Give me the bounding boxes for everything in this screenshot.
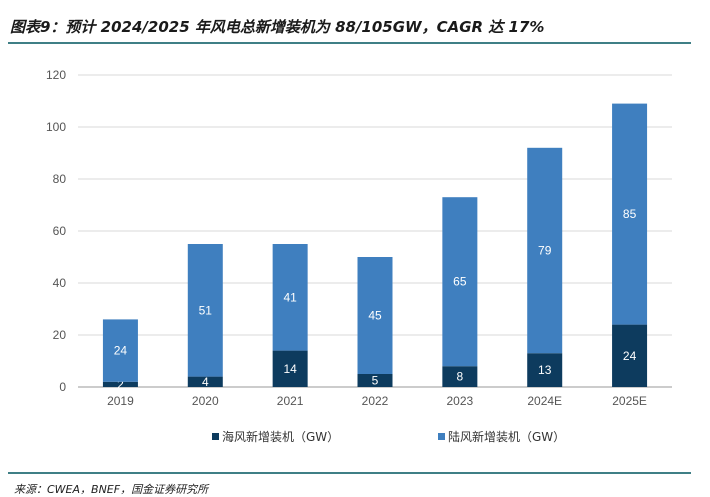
onshore-bar-segment <box>357 257 393 374</box>
chart-title: 图表9：预计 2024/2025 年风电总新增装机为 88/105GW，CAGR… <box>10 18 545 36</box>
y-tick-label: 100 <box>46 120 66 134</box>
legend-label: 陆风新增装机（GW） <box>448 429 565 444</box>
legend-label: 海风新增装机（GW） <box>222 429 339 444</box>
stacked-bar-chart: 0 20 40 60 80 100 120 2 24 2019 4 51 2020 14 41 2021 5 45… <box>46 68 672 444</box>
top-rule <box>8 42 691 44</box>
onshore-bar-segment <box>612 103 648 325</box>
onshore-bar-segment <box>187 244 223 377</box>
data-label: 51 <box>199 303 213 317</box>
data-label: 41 <box>283 290 297 304</box>
x-tick-label: 2021 <box>277 394 304 408</box>
y-tick-label: 60 <box>53 224 67 238</box>
x-tick-label: 2023 <box>447 394 474 408</box>
offshore-bar-segment <box>527 353 563 387</box>
x-tick-label: 2024E <box>527 394 562 408</box>
offshore-bar-segment <box>272 350 308 387</box>
y-tick-label: 40 <box>53 276 67 290</box>
offshore-bar-segment <box>357 374 393 387</box>
onshore-bar-segment <box>102 319 138 382</box>
data-label: 65 <box>453 275 467 289</box>
data-label: 79 <box>538 244 552 258</box>
offshore-bar-segment <box>612 324 648 387</box>
onshore-bar-segment <box>442 197 478 367</box>
source-note: 来源：CWEA，BNEF，国金证券研究所 <box>14 483 209 496</box>
data-label: 13 <box>538 363 552 377</box>
legend-swatch <box>212 433 219 440</box>
data-label: 8 <box>457 370 464 384</box>
onshore-bar-segment <box>272 244 308 351</box>
bottom-rule <box>8 472 691 474</box>
onshore-bar-segment <box>527 147 563 354</box>
offshore-bar-segment <box>102 381 138 387</box>
data-label: 4 <box>202 375 209 389</box>
offshore-bar-segment <box>442 366 478 387</box>
data-label: 5 <box>372 374 379 388</box>
data-label: 24 <box>623 349 637 363</box>
y-tick-label: 80 <box>53 172 67 186</box>
x-tick-label: 2025E <box>612 394 647 408</box>
data-label: 85 <box>623 207 637 221</box>
x-tick-label: 2022 <box>362 394 389 408</box>
data-label: 24 <box>114 344 128 358</box>
data-label: 14 <box>283 362 297 376</box>
x-tick-label: 2020 <box>192 394 219 408</box>
y-tick-label: 120 <box>46 68 66 82</box>
data-label: 2 <box>117 377 124 391</box>
y-tick-label: 0 <box>59 380 66 394</box>
data-label: 45 <box>368 309 382 323</box>
y-tick-label: 20 <box>53 328 67 342</box>
offshore-bar-segment <box>187 376 223 387</box>
x-tick-label: 2019 <box>107 394 134 408</box>
legend-swatch <box>438 433 445 440</box>
